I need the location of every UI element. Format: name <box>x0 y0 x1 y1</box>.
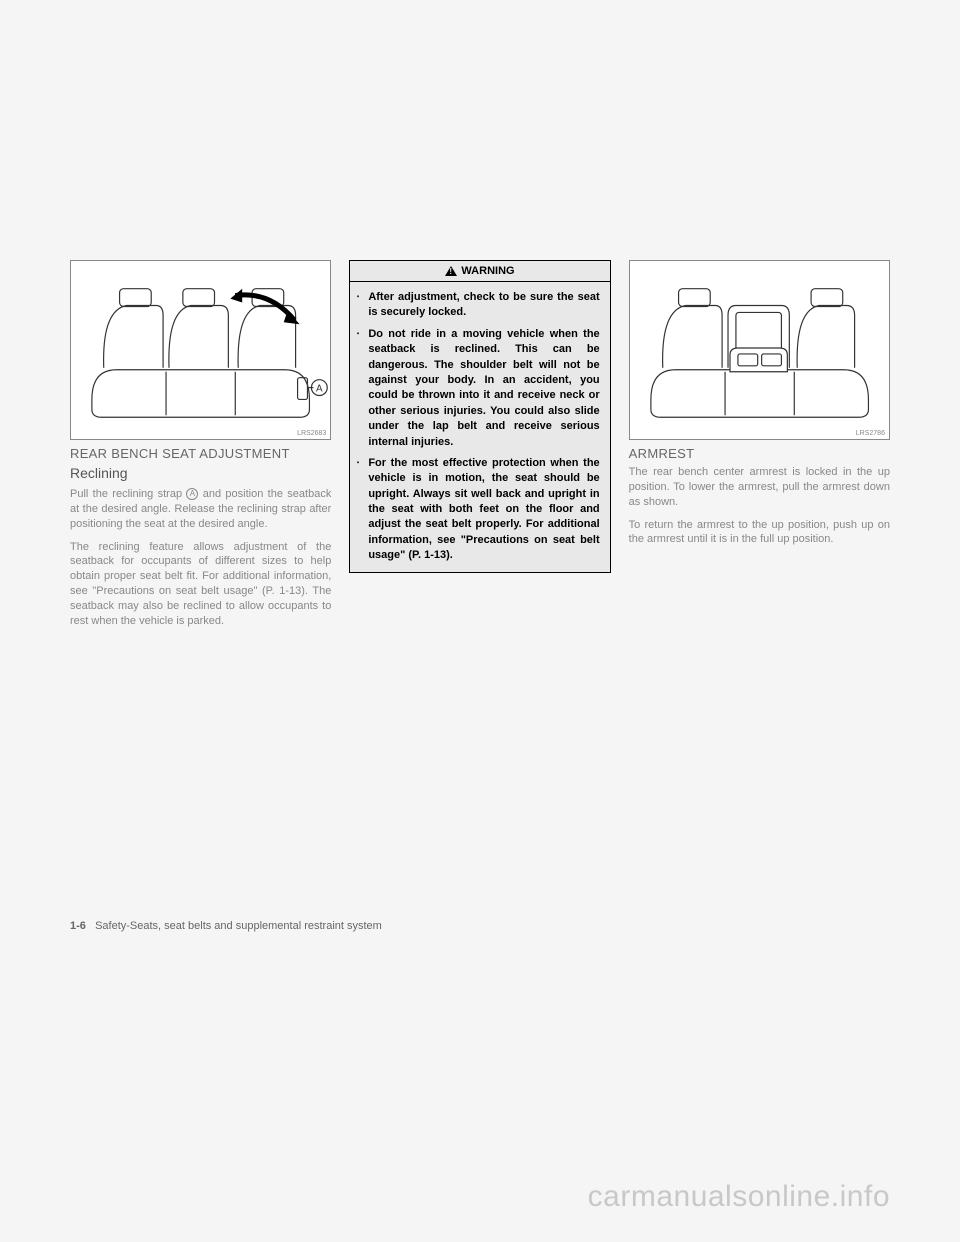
section-heading: REAR BENCH SEAT ADJUSTMENT <box>70 446 331 461</box>
bullet-icon: ∙ <box>356 290 368 321</box>
section-title: Safety-Seats, seat belts and supplementa… <box>95 920 382 932</box>
paragraph: The rear bench center armrest is locked … <box>629 465 890 510</box>
illustration-code: LRS2683 <box>297 430 326 437</box>
paragraph: Pull the reclining strap A and position … <box>70 487 331 532</box>
reclining-illustration: A LRS2683 <box>70 260 331 440</box>
warning-item: ∙ Do not ride in a moving vehicle when t… <box>356 327 599 450</box>
armrest-illustration: LRS2786 <box>629 260 890 440</box>
warning-text: For the most effective protection when t… <box>368 456 599 564</box>
illustration-code: LRS2786 <box>856 430 885 437</box>
warning-header: WARNING <box>350 261 609 282</box>
warning-box: WARNING ∙ After adjustment, check to be … <box>349 260 610 573</box>
warning-text: Do not ride in a moving vehicle when the… <box>368 327 599 450</box>
bullet-icon: ∙ <box>356 456 368 564</box>
paragraph: To return the armrest to the up position… <box>629 518 890 548</box>
warning-item: ∙ For the most effective protection when… <box>356 456 599 564</box>
page-number: 1-6 <box>70 920 86 932</box>
svg-text:A: A <box>316 384 323 395</box>
section-heading: ARMREST <box>629 446 890 461</box>
page-footer: 1-6 Safety-Seats, seat belts and supplem… <box>70 920 382 932</box>
page-content: A LRS2683 REAR BENCH SEAT ADJUSTMENT Rec… <box>70 260 890 637</box>
warning-label: WARNING <box>461 265 514 277</box>
bullet-icon: ∙ <box>356 327 368 450</box>
seat-armrest-svg <box>630 261 889 439</box>
warning-item: ∙ After adjustment, check to be sure the… <box>356 290 599 321</box>
subsection-heading: Reclining <box>70 465 331 481</box>
warning-text: After adjustment, check to be sure the s… <box>368 290 599 321</box>
warning-icon <box>445 266 457 276</box>
column-3: LRS2786 ARMREST The rear bench center ar… <box>629 260 890 637</box>
text-run: Pull the reclining strap <box>70 488 186 500</box>
warning-list: ∙ After adjustment, check to be sure the… <box>350 282 609 572</box>
column-1: A LRS2683 REAR BENCH SEAT ADJUSTMENT Rec… <box>70 260 331 637</box>
seat-recline-svg: A <box>71 261 330 439</box>
watermark: carmanualsonline.info <box>588 1180 890 1214</box>
callout-ref: A <box>186 488 198 500</box>
column-2: WARNING ∙ After adjustment, check to be … <box>349 260 610 637</box>
paragraph: The reclining feature allows adjustment … <box>70 540 331 629</box>
